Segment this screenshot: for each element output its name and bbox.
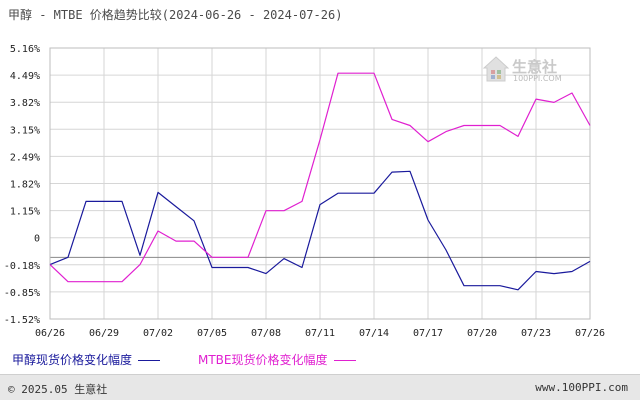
watermark-url: 100PPI.COM	[513, 74, 562, 83]
y-tick-label: 1.82%	[10, 180, 40, 191]
y-tick-label: 0	[34, 234, 40, 245]
legend-label-series2: MTBE现货价格变化幅度	[198, 353, 328, 367]
series-group	[49, 72, 591, 291]
legend-line-series2	[333, 360, 356, 361]
y-tick-label: 2.49%	[10, 152, 40, 163]
watermark-house-icon	[482, 56, 510, 82]
x-tick-label: 06/29	[89, 328, 119, 339]
y-tick-label: 3.82%	[10, 98, 40, 109]
grid-lines	[49, 47, 591, 320]
legend-item-series2: MTBE现货价格变化幅度	[198, 351, 356, 368]
x-tick-label: 07/08	[251, 328, 281, 339]
x-tick-label: 07/23	[521, 328, 551, 339]
legend-label-series1: 甲醇现货价格变化幅度	[12, 353, 133, 367]
y-tick-label: -0.18%	[4, 261, 40, 272]
legend-line-series1	[138, 360, 161, 361]
watermark-name: 生意社	[512, 58, 558, 76]
legend-item-series1: 甲醇现货价格变化幅度	[12, 351, 161, 368]
y-tick-label: 3.15%	[10, 125, 40, 136]
x-tick-label: 07/17	[413, 328, 443, 339]
series-line-2	[49, 72, 591, 283]
copyright-text: © 2025.05 生意社	[8, 383, 108, 396]
x-tick-label: 07/14	[359, 328, 389, 339]
x-tick-label: 06/26	[35, 328, 65, 339]
y-axis-ticks: 5.16% 4.49% 3.82% 3.15% 2.49% 1.82% 1.15% 0 -0.1…	[4, 44, 40, 326]
plot-frame	[49, 47, 591, 320]
x-tick-label: 07/26	[575, 328, 605, 339]
watermark: 生意社 100PPI.COM	[482, 55, 562, 87]
series-line-1	[49, 170, 591, 291]
y-tick-label: 1.15%	[10, 207, 40, 218]
y-tick-label: -1.52%	[4, 315, 40, 326]
x-tick-label: 07/20	[467, 328, 497, 339]
chart-title: 甲醇 - MTBE 价格趋势比较(2024-06-26 - 2024-07-26…	[8, 8, 343, 22]
y-tick-label: -0.85%	[4, 288, 40, 299]
x-tick-label: 07/02	[143, 328, 173, 339]
footer: © 2025.05 生意社 www.100PPI.com	[0, 374, 640, 400]
y-tick-label: 5.16%	[10, 44, 40, 55]
site-url[interactable]: www.100PPI.com	[535, 381, 628, 394]
x-axis-ticks: 06/26 06/29 07/02 07/05 07/08 07/11 07/14 07/17…	[35, 328, 605, 339]
x-tick-label: 07/11	[305, 328, 335, 339]
y-tick-label: 4.49%	[10, 71, 40, 82]
x-tick-label: 07/05	[197, 328, 227, 339]
